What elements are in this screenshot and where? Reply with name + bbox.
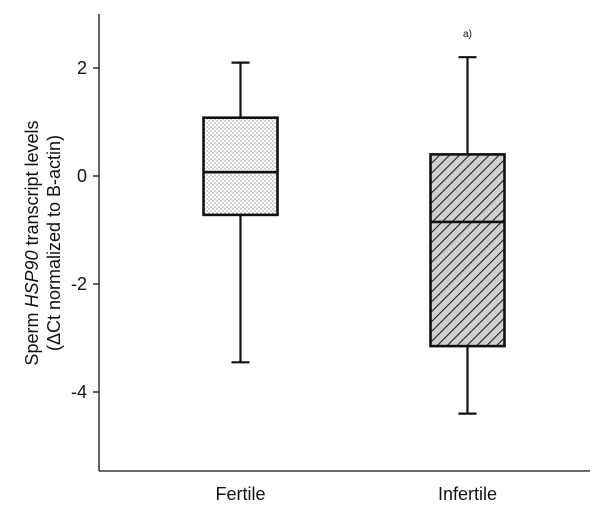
y-axis-title: Sperm HSP90 transcript levels: [22, 120, 42, 365]
y-axis-title-suffix: transcript levels: [22, 120, 42, 250]
x-category-label: Infertile: [438, 484, 497, 504]
y-tick-label: 2: [77, 58, 87, 78]
box-fertile: [202, 61, 279, 364]
y-tick-label: -2: [71, 274, 87, 294]
y-axis-title-prefix: Sperm: [22, 308, 42, 366]
annotations: a): [463, 29, 472, 40]
iqr-box: [429, 153, 506, 348]
boxes: [202, 56, 506, 415]
x-category-label: Fertile: [215, 484, 265, 504]
y-axis-title-line2: (ΔCt normalized to B-actin): [44, 135, 64, 351]
axes: [98, 14, 590, 472]
iqr-box: [202, 116, 279, 217]
significance-annotation: a): [463, 29, 472, 40]
category-labels: Fertile Infertile: [215, 484, 497, 504]
y-tick-label: 0: [77, 166, 87, 186]
box-infertile: [429, 56, 506, 415]
y-ticks: 2 0 -2 -4: [71, 58, 99, 402]
y-axis-title-gene: HSP90: [22, 250, 42, 307]
y-tick-label: -4: [71, 382, 87, 402]
